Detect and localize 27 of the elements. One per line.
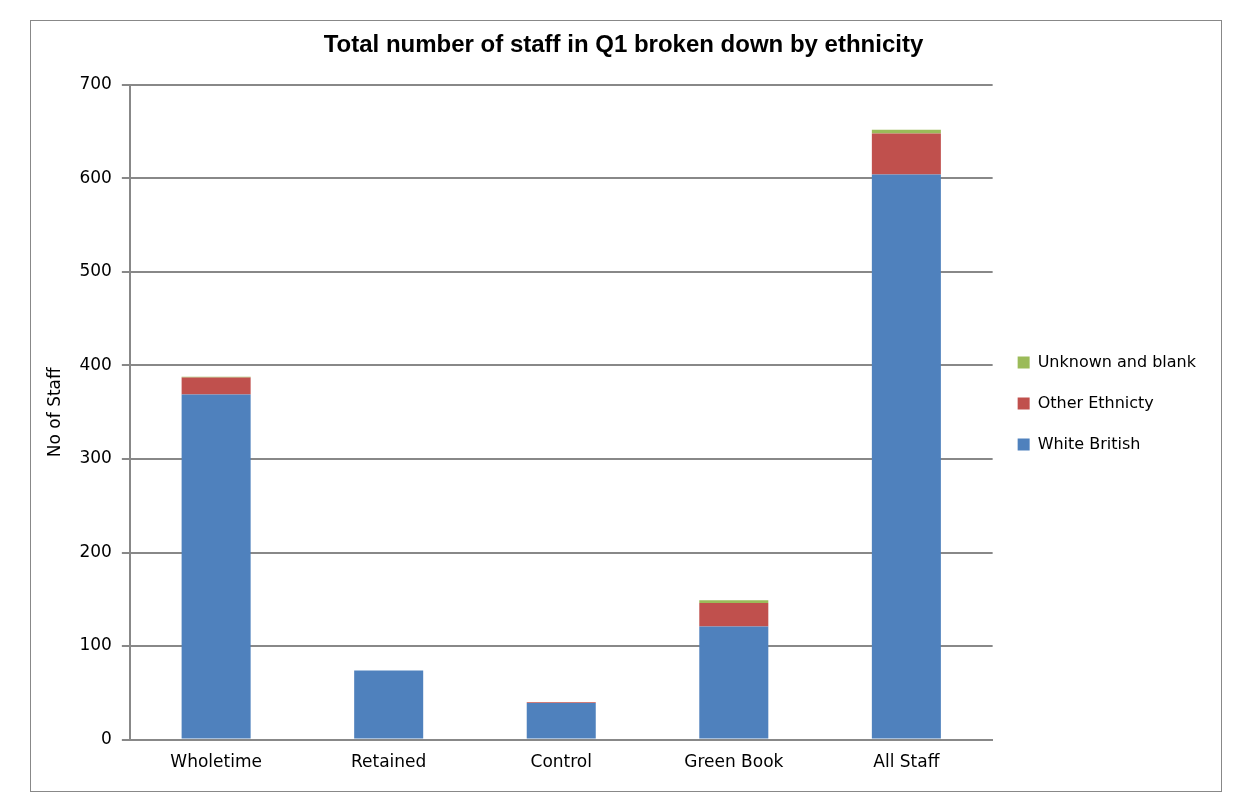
bar [699, 600, 769, 604]
x-tick-label: Control [530, 751, 592, 772]
y-tick-label: 700 [79, 73, 112, 94]
y-tick-label: 600 [79, 166, 112, 187]
x-tick-label: Wholetime [170, 751, 262, 772]
y-tick-label: 300 [79, 447, 112, 468]
bar [871, 174, 941, 739]
y-tick-label: 100 [79, 634, 112, 655]
x-tick-label: Green Book [684, 751, 784, 772]
bar [871, 133, 941, 175]
y-tick-label: 200 [79, 540, 112, 561]
bar [699, 603, 769, 627]
legend-label: Other Ethnicty [1037, 392, 1154, 412]
y-tick-label: 400 [79, 353, 112, 374]
bar [181, 377, 251, 395]
x-tick-label: Retained [351, 751, 427, 772]
legend-label: White British [1037, 433, 1141, 453]
legend-label: Unknown and blank [1037, 351, 1197, 371]
y-tick-label: 500 [79, 260, 112, 281]
chart-title: Total number of staff in Q1 broken down by ethnicity [323, 30, 924, 58]
bar [181, 394, 251, 739]
x-tick-label: All Staff [873, 751, 941, 772]
bar [526, 703, 596, 739]
y-axis-title: No of Staff [43, 365, 64, 458]
bar [354, 670, 424, 739]
bar [699, 626, 769, 739]
y-tick-label: 0 [101, 728, 112, 749]
